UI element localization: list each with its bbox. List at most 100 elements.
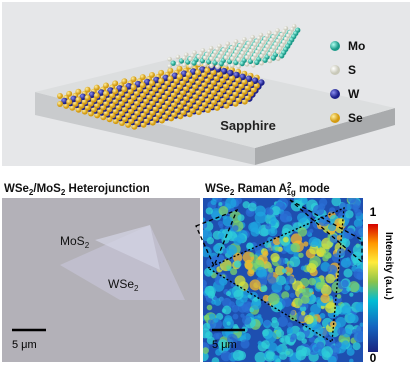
panel-title: WSe2 Raman A21g mode: [205, 181, 330, 197]
intensity-blob: [227, 321, 231, 325]
s-atom: [224, 62, 229, 67]
intensity-blob: [248, 203, 257, 212]
intensity-blob: [271, 320, 279, 328]
intensity-blob: [298, 288, 303, 293]
scale-label: 5 μm: [212, 339, 237, 351]
s-atom: [259, 54, 264, 59]
intensity-blob: [320, 294, 329, 303]
intensity-blob: [267, 209, 274, 216]
subscript: 1g: [286, 188, 295, 197]
intensity-blob: [232, 314, 238, 320]
intensity-blob: [218, 233, 224, 239]
intensity-blob: [211, 199, 217, 205]
intensity-blob: [218, 221, 223, 226]
intensity-blob: [320, 313, 326, 319]
label-part: MoS: [60, 234, 85, 248]
intensity-blob: [285, 348, 294, 357]
s-atom: [268, 52, 273, 57]
intensity-blob: [203, 323, 211, 331]
se-atom: [140, 82, 146, 88]
intensity-blob: [255, 212, 267, 224]
intensity-blob: [352, 329, 357, 334]
intensity-blob: [265, 223, 271, 229]
s-atom: [268, 59, 273, 64]
legend-swatch: [330, 41, 340, 51]
intensity-blob: [282, 268, 287, 273]
title-part: /MoS: [33, 183, 61, 195]
intensity-blob: [273, 355, 278, 360]
se-atom: [121, 86, 127, 92]
intensity-blob: [275, 246, 280, 251]
s-atom: [167, 64, 172, 69]
intensity-blob: [247, 269, 254, 276]
intensity-blob: [250, 279, 261, 290]
intensity-blob: [311, 324, 323, 336]
colorbar-min: 0: [370, 351, 377, 365]
s-atom: [203, 63, 208, 68]
se-atom: [167, 68, 173, 74]
intensity-blob: [233, 225, 239, 231]
intensity-blob: [282, 224, 293, 235]
intensity-blob: [289, 256, 300, 267]
se-atom: [75, 97, 81, 103]
legend-swatch: [330, 89, 340, 99]
se-atom: [85, 87, 91, 93]
intensity-blob: [310, 304, 321, 315]
intensity-blob: [207, 237, 214, 244]
intensity-blob: [256, 267, 267, 278]
s-atom: [245, 55, 250, 60]
s-atom: [182, 56, 187, 61]
intensity-blob: [270, 253, 279, 262]
s-atom: [245, 62, 250, 67]
intensity-blob: [266, 351, 274, 359]
intensity-blob: [302, 198, 308, 204]
intensity-blob: [316, 342, 324, 350]
intensity-blob: [229, 301, 235, 307]
se-atom: [57, 93, 63, 99]
se-atom: [121, 78, 127, 84]
se-atom: [158, 78, 164, 84]
intensity-blob: [298, 253, 303, 258]
se-atom: [112, 88, 118, 94]
intensity-blob: [247, 294, 251, 298]
se-atom: [131, 76, 137, 82]
intensity-blob: [233, 324, 238, 329]
intensity-blob: [353, 268, 364, 279]
scale-label: 5 μm: [12, 339, 37, 351]
intensity-blob: [290, 243, 300, 253]
intensity-blob: [301, 266, 306, 271]
legend-swatch: [330, 113, 340, 123]
s-atom: [167, 57, 172, 62]
s-atom: [230, 56, 235, 61]
s-atom: [276, 57, 281, 62]
intensity-blob: [303, 325, 309, 331]
s-atom: [236, 64, 241, 69]
title-part: mode: [296, 183, 330, 195]
s-atom: [182, 63, 187, 68]
intensity-blob: [346, 287, 351, 292]
intensity-blob: [316, 282, 324, 290]
legend-swatch: [330, 65, 340, 75]
se-atom: [131, 84, 137, 90]
intensity-blob: [355, 209, 362, 216]
intensity-blob: [304, 315, 314, 325]
intensity-blob: [249, 308, 254, 313]
intensity-blob: [268, 267, 273, 272]
intensity-blob: [319, 203, 326, 210]
intensity-blob: [243, 333, 251, 341]
intensity-blob: [237, 214, 244, 221]
intensity-blob: [204, 315, 209, 320]
title-part: WSe: [205, 183, 230, 195]
intensity-blob: [306, 263, 316, 273]
se-atom: [94, 85, 100, 91]
se-atom: [140, 74, 146, 80]
s-atom: [176, 55, 181, 60]
intensity-blob: [219, 277, 228, 286]
intensity-blob: [287, 327, 293, 333]
s-atom: [209, 57, 214, 62]
intensity-blob: [226, 264, 231, 269]
colorbar: [368, 224, 378, 352]
intensity-blob: [204, 268, 213, 277]
intensity-blob: [337, 294, 342, 299]
intensity-blob: [283, 237, 289, 243]
